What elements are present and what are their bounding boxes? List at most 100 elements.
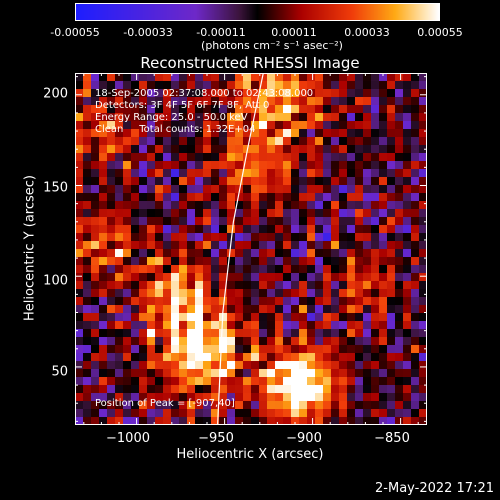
heatmap-cell bbox=[403, 401, 412, 410]
heatmap-cell bbox=[395, 241, 404, 250]
heatmap-cell bbox=[371, 161, 380, 170]
heatmap-cell bbox=[99, 377, 108, 386]
heatmap-cell bbox=[299, 377, 308, 386]
heatmap-cell bbox=[275, 193, 284, 202]
heatmap-cell bbox=[299, 209, 308, 218]
heatmap-cell bbox=[251, 273, 260, 282]
heatmap-cell bbox=[107, 321, 116, 330]
heatmap-cell bbox=[75, 361, 84, 370]
heatmap-cell bbox=[299, 361, 308, 370]
heatmap-cell bbox=[219, 193, 228, 202]
heatmap-cell bbox=[91, 313, 100, 322]
y-tick-label: 200 bbox=[43, 86, 68, 102]
heatmap-cell bbox=[275, 377, 284, 386]
heatmap-cell bbox=[211, 313, 220, 322]
heatmap-cell bbox=[419, 393, 427, 402]
heatmap-cell bbox=[83, 345, 92, 354]
heatmap-cell bbox=[355, 305, 364, 314]
heatmap-cell bbox=[99, 337, 108, 346]
heatmap-cell bbox=[219, 129, 228, 138]
heatmap-cell bbox=[139, 89, 148, 98]
heatmap-cell bbox=[315, 257, 324, 266]
heatmap-cell bbox=[147, 361, 156, 370]
heatmap-cell bbox=[251, 289, 260, 298]
heatmap-cell bbox=[267, 225, 276, 234]
heatmap-cell bbox=[419, 345, 427, 354]
heatmap-cell bbox=[139, 409, 148, 418]
heatmap-cell bbox=[243, 121, 252, 130]
heatmap-cell bbox=[227, 209, 236, 218]
heatmap-cell bbox=[235, 89, 244, 98]
heatmap-cell bbox=[163, 81, 172, 90]
heatmap-cell bbox=[243, 321, 252, 330]
heatmap-cell bbox=[331, 169, 340, 178]
heatmap-cell bbox=[115, 401, 124, 410]
heatmap-cell bbox=[155, 321, 164, 330]
heatmap-cell bbox=[291, 321, 300, 330]
heatmap-cell bbox=[243, 337, 252, 346]
heatmap-cell bbox=[307, 105, 316, 114]
heatmap-cell bbox=[267, 209, 276, 218]
heatmap-cell bbox=[227, 393, 236, 402]
heatmap-cell bbox=[235, 201, 244, 210]
heatmap-cell bbox=[83, 361, 92, 370]
heatmap-cell bbox=[355, 337, 364, 346]
heatmap-cell bbox=[299, 113, 308, 122]
heatmap-cell bbox=[75, 281, 84, 290]
colorbar-tick: 0.00011 bbox=[271, 26, 317, 39]
heatmap-cell bbox=[171, 241, 180, 250]
heatmap-cell bbox=[347, 393, 356, 402]
heatmap-cell bbox=[83, 113, 92, 122]
heatmap-cell bbox=[411, 129, 420, 138]
heatmap-cell bbox=[195, 401, 204, 410]
heatmap-cell bbox=[379, 201, 388, 210]
heatmap-cell bbox=[403, 249, 412, 258]
heatmap-cell bbox=[155, 329, 164, 338]
heatmap-cell bbox=[147, 297, 156, 306]
heatmap-cell bbox=[411, 89, 420, 98]
heatmap-cell bbox=[259, 73, 268, 82]
heatmap-cell bbox=[75, 337, 84, 346]
heatmap-cell bbox=[251, 369, 260, 378]
heatmap-cell bbox=[91, 113, 100, 122]
heatmap-cell bbox=[363, 329, 372, 338]
heatmap-cell bbox=[419, 161, 427, 170]
heatmap-cell bbox=[203, 409, 212, 418]
heatmap-cell bbox=[131, 385, 140, 394]
heatmap-cell bbox=[307, 177, 316, 186]
heatmap-cell bbox=[211, 169, 220, 178]
heatmap-cell bbox=[107, 329, 116, 338]
heatmap-cell bbox=[203, 385, 212, 394]
heatmap-cell bbox=[235, 241, 244, 250]
heatmap-cell bbox=[155, 273, 164, 282]
heatmap-cell bbox=[91, 361, 100, 370]
heatmap-cell bbox=[131, 161, 140, 170]
heatmap-cell bbox=[339, 129, 348, 138]
heatmap-cell bbox=[323, 161, 332, 170]
heatmap-cell bbox=[339, 329, 348, 338]
heatmap-cell bbox=[411, 113, 420, 122]
heatmap-cell bbox=[403, 89, 412, 98]
heatmap-cell bbox=[235, 289, 244, 298]
heatmap-cell bbox=[387, 161, 396, 170]
heatmap-cell bbox=[155, 145, 164, 154]
heatmap-cell bbox=[235, 401, 244, 410]
heatmap-cell bbox=[219, 113, 228, 122]
heatmap-cell bbox=[355, 201, 364, 210]
heatmap-cell bbox=[187, 337, 196, 346]
heatmap-cell bbox=[155, 89, 164, 98]
heatmap-cell bbox=[99, 289, 108, 298]
heatmap-cell bbox=[259, 217, 268, 226]
heatmap-cell bbox=[275, 161, 284, 170]
heatmap-cell bbox=[195, 385, 204, 394]
heatmap-cell bbox=[211, 281, 220, 290]
heatmap-cell bbox=[371, 201, 380, 210]
heatmap-cell bbox=[291, 209, 300, 218]
heatmap-cell bbox=[347, 185, 356, 194]
heatmap-cell bbox=[259, 273, 268, 282]
heatmap-cell bbox=[83, 385, 92, 394]
heatmap-cell bbox=[315, 409, 324, 418]
heatmap-cell bbox=[339, 113, 348, 122]
heatmap-cell bbox=[203, 273, 212, 282]
heatmap-cell bbox=[171, 305, 180, 314]
